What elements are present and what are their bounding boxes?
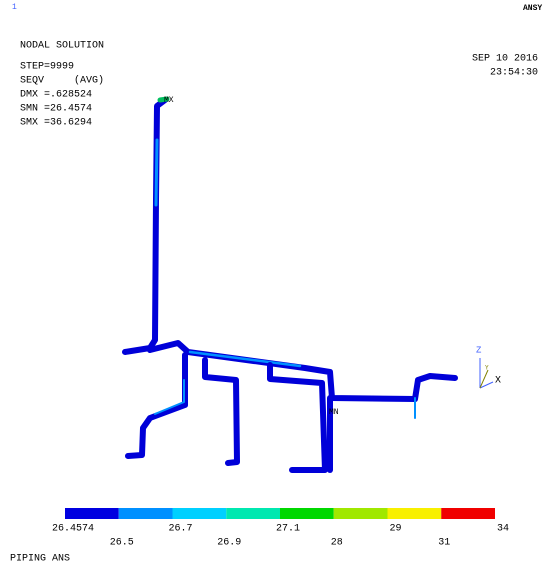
max-marker: MX <box>164 96 174 105</box>
legend-label: 31 <box>438 538 450 549</box>
axis-y: Y <box>485 365 489 372</box>
footer: PIPING ANS <box>10 554 70 564</box>
legend-label: 34 <box>497 524 509 535</box>
legend-swatch <box>334 508 388 519</box>
legend-label: 26.5 <box>110 538 134 549</box>
contour-legend: 26.4574 26.5 26.7 26.9 27.1 28 29 31 34 <box>52 508 509 549</box>
date: SEP 10 2016 <box>472 54 538 65</box>
plot-title: NODAL SOLUTION <box>20 41 104 52</box>
smn: SMN =26.4574 <box>20 104 92 115</box>
legend-swatch <box>441 508 495 519</box>
axis-z: Z <box>476 345 482 355</box>
brand: ANSY <box>523 4 542 13</box>
legend-swatch <box>388 508 442 519</box>
step: STEP=9999 <box>20 62 74 73</box>
axis-triad <box>480 358 493 388</box>
dmx: DMX =.628524 <box>20 90 92 101</box>
result-view: 1 ANSY NODAL SOLUTION STEP=9999 SEQV (AV… <box>0 0 545 564</box>
legend-swatch <box>65 508 119 519</box>
legend-label: 27.1 <box>276 524 300 535</box>
legend-label: 26.9 <box>217 538 241 549</box>
legend-swatch <box>280 508 334 519</box>
piping-model <box>125 99 455 470</box>
axis-x: X <box>495 376 501 387</box>
legend-label: 26.4574 <box>52 524 94 535</box>
legend-label: 29 <box>389 524 401 535</box>
legend-label: 28 <box>331 538 343 549</box>
time: 23:54:30 <box>490 68 538 79</box>
legend-label: 26.7 <box>168 524 192 535</box>
legend-swatch <box>119 508 173 519</box>
min-marker: MN <box>329 408 339 417</box>
result-type: SEQV (AVG) <box>20 75 104 87</box>
legend-swatch <box>173 508 227 519</box>
window-number: 1 <box>12 3 17 12</box>
smx: SMX =36.6294 <box>20 118 92 129</box>
legend-swatch <box>226 508 280 519</box>
